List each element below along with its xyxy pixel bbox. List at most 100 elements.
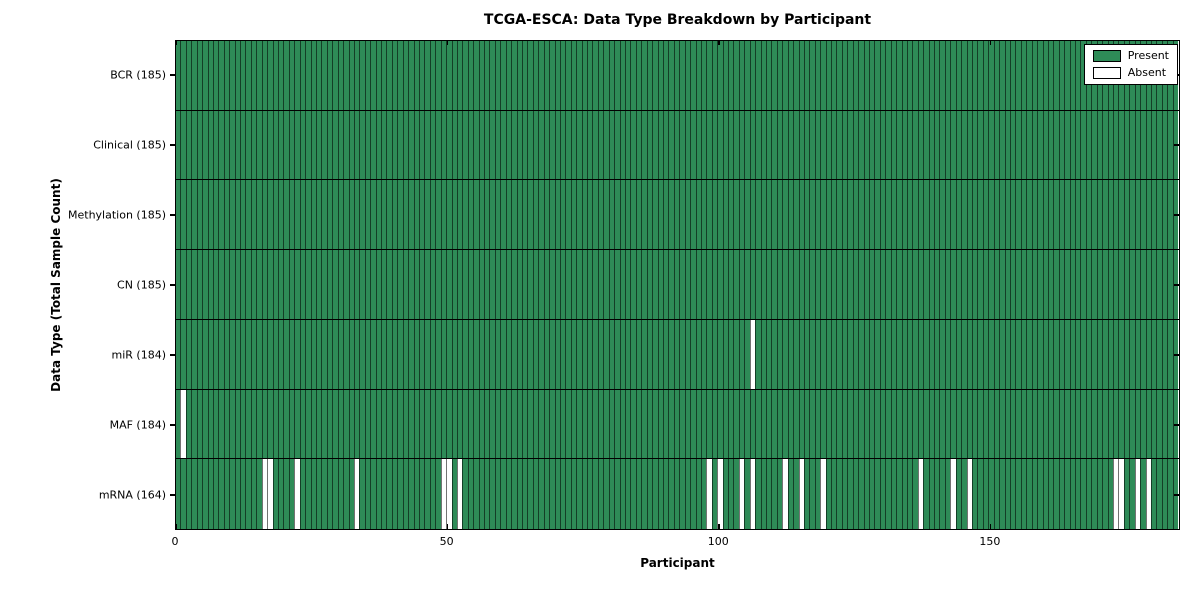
heatmap-cell — [1107, 180, 1113, 250]
heatmap-cell — [592, 41, 598, 110]
heatmap-cell — [294, 41, 300, 110]
heatmap-cell — [614, 180, 620, 250]
heatmap-cell — [771, 250, 777, 319]
heatmap-cell — [180, 389, 186, 459]
heatmap-cell — [218, 459, 224, 529]
heatmap-cell — [326, 459, 333, 529]
heatmap-cell — [798, 459, 804, 529]
heatmap-cell — [532, 319, 539, 389]
heatmap-cell — [283, 389, 289, 459]
heatmap-cell — [522, 41, 528, 110]
heatmap-cell — [332, 110, 338, 180]
heatmap-cell — [1047, 319, 1054, 389]
heatmap-cell — [543, 459, 550, 529]
heatmap-cell — [993, 459, 1000, 529]
heatmap-cell — [928, 250, 935, 319]
heatmap-cell — [836, 250, 842, 319]
heatmap-cell — [912, 389, 918, 459]
heatmap-cell — [1058, 389, 1065, 459]
heatmap-cell — [1015, 110, 1021, 180]
heatmap-cell — [690, 41, 696, 110]
heatmap-cell — [592, 459, 598, 529]
heatmap-cell — [771, 110, 777, 180]
heatmap-cell — [755, 389, 761, 459]
heatmap-cell — [831, 250, 837, 319]
heatmap-cell — [863, 110, 869, 180]
heatmap-cell — [511, 110, 517, 180]
heatmap-cell — [993, 319, 1000, 389]
heatmap-cell — [240, 250, 246, 319]
heatmap-cell — [982, 110, 989, 180]
heatmap-cell — [245, 180, 251, 250]
heatmap-cell — [348, 459, 354, 529]
heatmap-cell — [212, 41, 219, 110]
heatmap-cell — [343, 41, 349, 110]
heatmap-cell — [803, 110, 810, 180]
heatmap-cell — [451, 389, 457, 459]
heatmap-cell — [240, 41, 246, 110]
heatmap-cell — [982, 180, 989, 250]
heatmap-cell — [711, 319, 718, 389]
heatmap-cell — [635, 250, 642, 319]
heatmap-cell — [321, 41, 327, 110]
heatmap-cell — [793, 459, 799, 529]
heatmap-cell — [505, 41, 512, 110]
heatmap-cell — [185, 319, 192, 389]
heatmap-cell — [923, 41, 929, 110]
heatmap-cell — [652, 180, 658, 250]
heatmap-cell — [738, 319, 745, 389]
heatmap-cell — [738, 110, 745, 180]
heatmap-cell — [847, 180, 853, 250]
y-tick-right — [1174, 494, 1180, 496]
y-tick-right — [1174, 354, 1180, 356]
heatmap-cell — [874, 110, 880, 180]
heatmap-cell — [1107, 389, 1113, 459]
heatmap-cell — [191, 180, 197, 250]
heatmap-cell — [722, 110, 729, 180]
heatmap-cell — [1129, 459, 1135, 529]
heatmap-cell — [505, 319, 512, 389]
heatmap-cell — [294, 110, 300, 180]
heatmap-cell — [999, 250, 1005, 319]
heatmap-cell — [662, 319, 669, 389]
heatmap-cell — [814, 41, 821, 110]
heatmap-cell — [494, 110, 501, 180]
heatmap-cell — [245, 110, 251, 180]
heatmap-cell — [299, 250, 306, 319]
heatmap-cell — [489, 180, 495, 250]
heatmap-cell — [299, 41, 306, 110]
heatmap-cell — [695, 389, 701, 459]
heatmap-cell — [1064, 459, 1070, 529]
heatmap-cell — [516, 459, 522, 529]
heatmap-cell — [896, 389, 902, 459]
heatmap-cell — [836, 180, 842, 250]
heatmap-cell — [511, 319, 517, 389]
heatmap-cell — [798, 319, 804, 389]
heatmap-cell — [1009, 319, 1016, 389]
heatmap-cell — [516, 180, 522, 250]
heatmap-cell — [500, 459, 506, 529]
heatmap-cell — [180, 250, 186, 319]
heatmap-cell — [429, 389, 436, 459]
heatmap-cell — [934, 250, 940, 319]
heatmap-cell — [641, 110, 647, 180]
heatmap-cell — [1145, 459, 1151, 529]
heatmap-cell — [852, 319, 859, 389]
heatmap-cell — [782, 459, 788, 529]
heatmap-cell — [1118, 389, 1124, 459]
heatmap-cell — [836, 41, 842, 110]
heatmap-cell — [793, 180, 799, 250]
heatmap-cell — [988, 319, 994, 389]
heatmap-cell — [1031, 110, 1038, 180]
heatmap-cell — [549, 459, 555, 529]
heatmap-cell — [722, 389, 729, 459]
heatmap-cell — [261, 41, 268, 110]
heatmap-cell — [418, 250, 425, 319]
heatmap-cell — [934, 389, 940, 459]
heatmap-cell — [359, 459, 365, 529]
heatmap-cell — [733, 41, 739, 110]
heatmap-cell — [207, 319, 213, 389]
heatmap-cell — [364, 319, 371, 389]
heatmap-cell — [793, 319, 799, 389]
